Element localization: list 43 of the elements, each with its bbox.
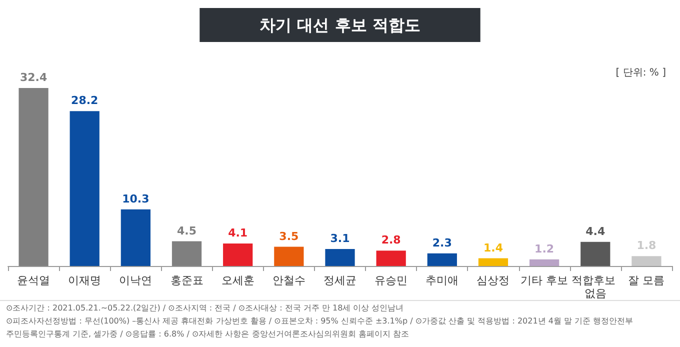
- x-tick-label: 오세훈: [221, 274, 254, 287]
- x-tick-label: 잘 모름: [628, 274, 665, 287]
- bar: [325, 248, 355, 266]
- text: ⊙조사기간 : 2021.05.21.~05.22.(2일간) / ⊙조사지역 : 전국 / ⊙조사대상 : 전국 거주 만 18세 이상 성인남녀: [6, 304, 404, 312]
- data-label: 4.4: [586, 224, 606, 238]
- x-tick-label: 윤석열: [17, 274, 50, 287]
- data-label: 1.4: [483, 241, 504, 254]
- bar: [632, 256, 662, 266]
- bar: [427, 253, 457, 266]
- data-label: 10.3: [122, 192, 150, 206]
- data-label: 28.2: [71, 94, 98, 108]
- bar: [376, 250, 406, 266]
- chart-subtitle: [ 단위: % ]: [616, 68, 666, 78]
- bar: [70, 111, 100, 266]
- data-label: 2.8: [381, 234, 401, 247]
- x-tick-label: 적합후보 없음: [572, 274, 620, 300]
- bar: [274, 246, 304, 266]
- data-label: 4.5: [177, 224, 197, 238]
- bar: [18, 88, 48, 266]
- text: ⊙피조사자선정방법 : 무선(100%) –통신사 제공 휴대전화 가상번호 활용 / ⊙표본오차 : 95% 신뢰수준 ±3.1%p / ⊙가중값 산출 및 적용방법 : 2021년 4월 말 기준 행정안전부: [6, 316, 634, 326]
- chart-title: 차기 대선 후보 적합도: [260, 16, 420, 34]
- x-tick-label: 이낙연: [119, 274, 152, 287]
- bar: [529, 259, 560, 266]
- x-tick-label: 유승민: [374, 274, 408, 287]
- x-tick-label: 추미애: [426, 274, 459, 287]
- x-tick-label: 기타 후보: [520, 274, 568, 287]
- data-label: 3.1: [330, 232, 350, 245]
- data-label: 4.1: [228, 226, 248, 240]
- x-tick-label: 정세균: [324, 274, 356, 287]
- x-tick-label: 심상정: [476, 274, 510, 287]
- bar: [580, 242, 610, 266]
- x-tick-label: 안철수: [272, 274, 306, 287]
- bar: [478, 258, 508, 266]
- x-tick-label: 이재명: [68, 274, 102, 287]
- text: 주민등록인구통계 기준, 셀가중 / ⊙응답률 : 6.8% / ⊙자세한 사항은 중앙선거여론조사심의위원회 홈페이지 참조: [6, 330, 409, 338]
- x-tick-label: 홍준표: [170, 274, 204, 287]
- data-label: 2.3: [432, 236, 452, 250]
- data-label: 32.4: [20, 71, 48, 84]
- bar: [120, 209, 151, 266]
- bar: [172, 241, 202, 266]
- data-label: 1.2: [534, 242, 554, 256]
- data-label: 3.5: [279, 230, 299, 243]
- bar: [223, 243, 253, 266]
